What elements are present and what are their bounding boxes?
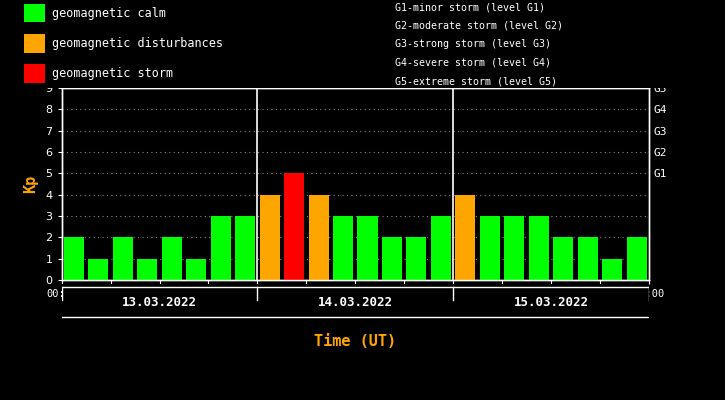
Bar bbox=[578, 237, 597, 280]
Bar bbox=[113, 237, 133, 280]
Bar bbox=[235, 216, 255, 280]
Bar bbox=[407, 237, 426, 280]
Bar bbox=[24, 64, 45, 83]
Bar bbox=[88, 259, 108, 280]
Text: 14.03.2022: 14.03.2022 bbox=[318, 296, 393, 308]
Bar bbox=[333, 216, 353, 280]
Bar bbox=[211, 216, 231, 280]
Bar bbox=[284, 173, 304, 280]
Bar bbox=[455, 195, 476, 280]
Bar bbox=[357, 216, 378, 280]
Bar bbox=[626, 237, 647, 280]
Bar bbox=[137, 259, 157, 280]
Bar bbox=[505, 216, 524, 280]
Text: G5-extreme storm (level G5): G5-extreme storm (level G5) bbox=[394, 76, 557, 86]
Text: G3-strong storm (level G3): G3-strong storm (level G3) bbox=[394, 39, 551, 49]
Bar bbox=[24, 34, 45, 53]
Text: G1-minor storm (level G1): G1-minor storm (level G1) bbox=[394, 2, 544, 12]
Bar bbox=[309, 195, 328, 280]
Bar bbox=[382, 237, 402, 280]
Text: G2-moderate storm (level G2): G2-moderate storm (level G2) bbox=[394, 21, 563, 31]
Text: 15.03.2022: 15.03.2022 bbox=[513, 296, 589, 308]
Bar bbox=[24, 4, 45, 22]
Bar bbox=[529, 216, 549, 280]
Bar bbox=[260, 195, 280, 280]
Bar bbox=[431, 216, 451, 280]
Text: geomagnetic storm: geomagnetic storm bbox=[52, 67, 173, 80]
Bar bbox=[480, 216, 500, 280]
Text: Time (UT): Time (UT) bbox=[314, 334, 397, 350]
Bar bbox=[64, 237, 84, 280]
Bar bbox=[162, 237, 182, 280]
Bar bbox=[602, 259, 622, 280]
Text: G4-severe storm (level G4): G4-severe storm (level G4) bbox=[394, 58, 551, 68]
Bar bbox=[186, 259, 206, 280]
Text: geomagnetic calm: geomagnetic calm bbox=[52, 7, 166, 20]
Bar bbox=[553, 237, 573, 280]
Text: geomagnetic disturbances: geomagnetic disturbances bbox=[52, 37, 223, 50]
Text: 13.03.2022: 13.03.2022 bbox=[122, 296, 197, 308]
Y-axis label: Kp: Kp bbox=[23, 175, 38, 193]
